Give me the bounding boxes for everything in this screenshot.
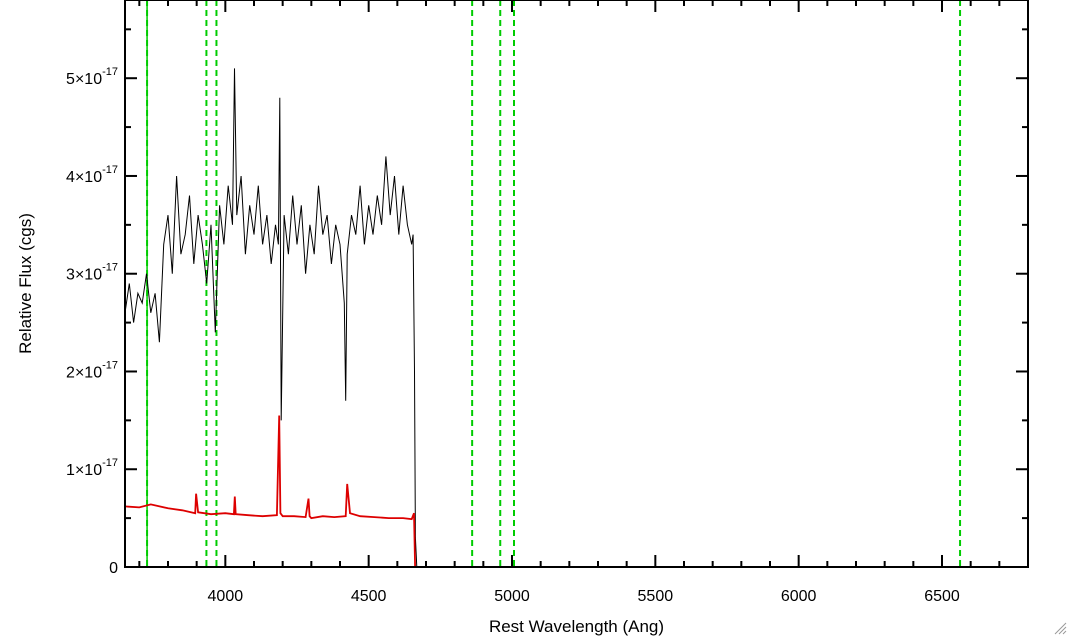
axis-ticks [125,0,1029,568]
x-tick-labels: 4000 4500 5000 5500 6000 6500 [208,588,960,605]
x-tick-label: 4000 [208,588,244,605]
x-axis-title: Rest Wavelength (Ang) [489,617,664,636]
y-tick-label: 4×10-17 [66,164,118,186]
y-axis-title: Relative Flux (cgs) [16,213,35,354]
y-tick-label: 2×10-17 [66,359,118,381]
x-tick-label: 6000 [781,588,817,605]
x-tick-label: 5500 [638,588,674,605]
reference-lines [146,0,962,567]
plot-frame [124,0,1029,568]
y-tick-label: 5×10-17 [66,66,118,88]
series-line-0 [124,68,1028,568]
spectrum-series [124,68,1028,568]
resize-grip-icon[interactable] [1053,621,1067,635]
y-tick-label: 0 [109,560,118,577]
x-tick-label: 4500 [351,588,387,605]
x-tick-label: 6500 [924,588,960,605]
y-tick-label: 3×10-17 [66,262,118,284]
y-tick-labels: 0 1×10-17 2×10-17 3×10-17 4×10-17 5×10-17 [66,66,118,577]
x-tick-label: 5000 [494,588,530,605]
y-tick-label: 1×10-17 [66,457,118,479]
series-line-1 [124,415,1028,568]
